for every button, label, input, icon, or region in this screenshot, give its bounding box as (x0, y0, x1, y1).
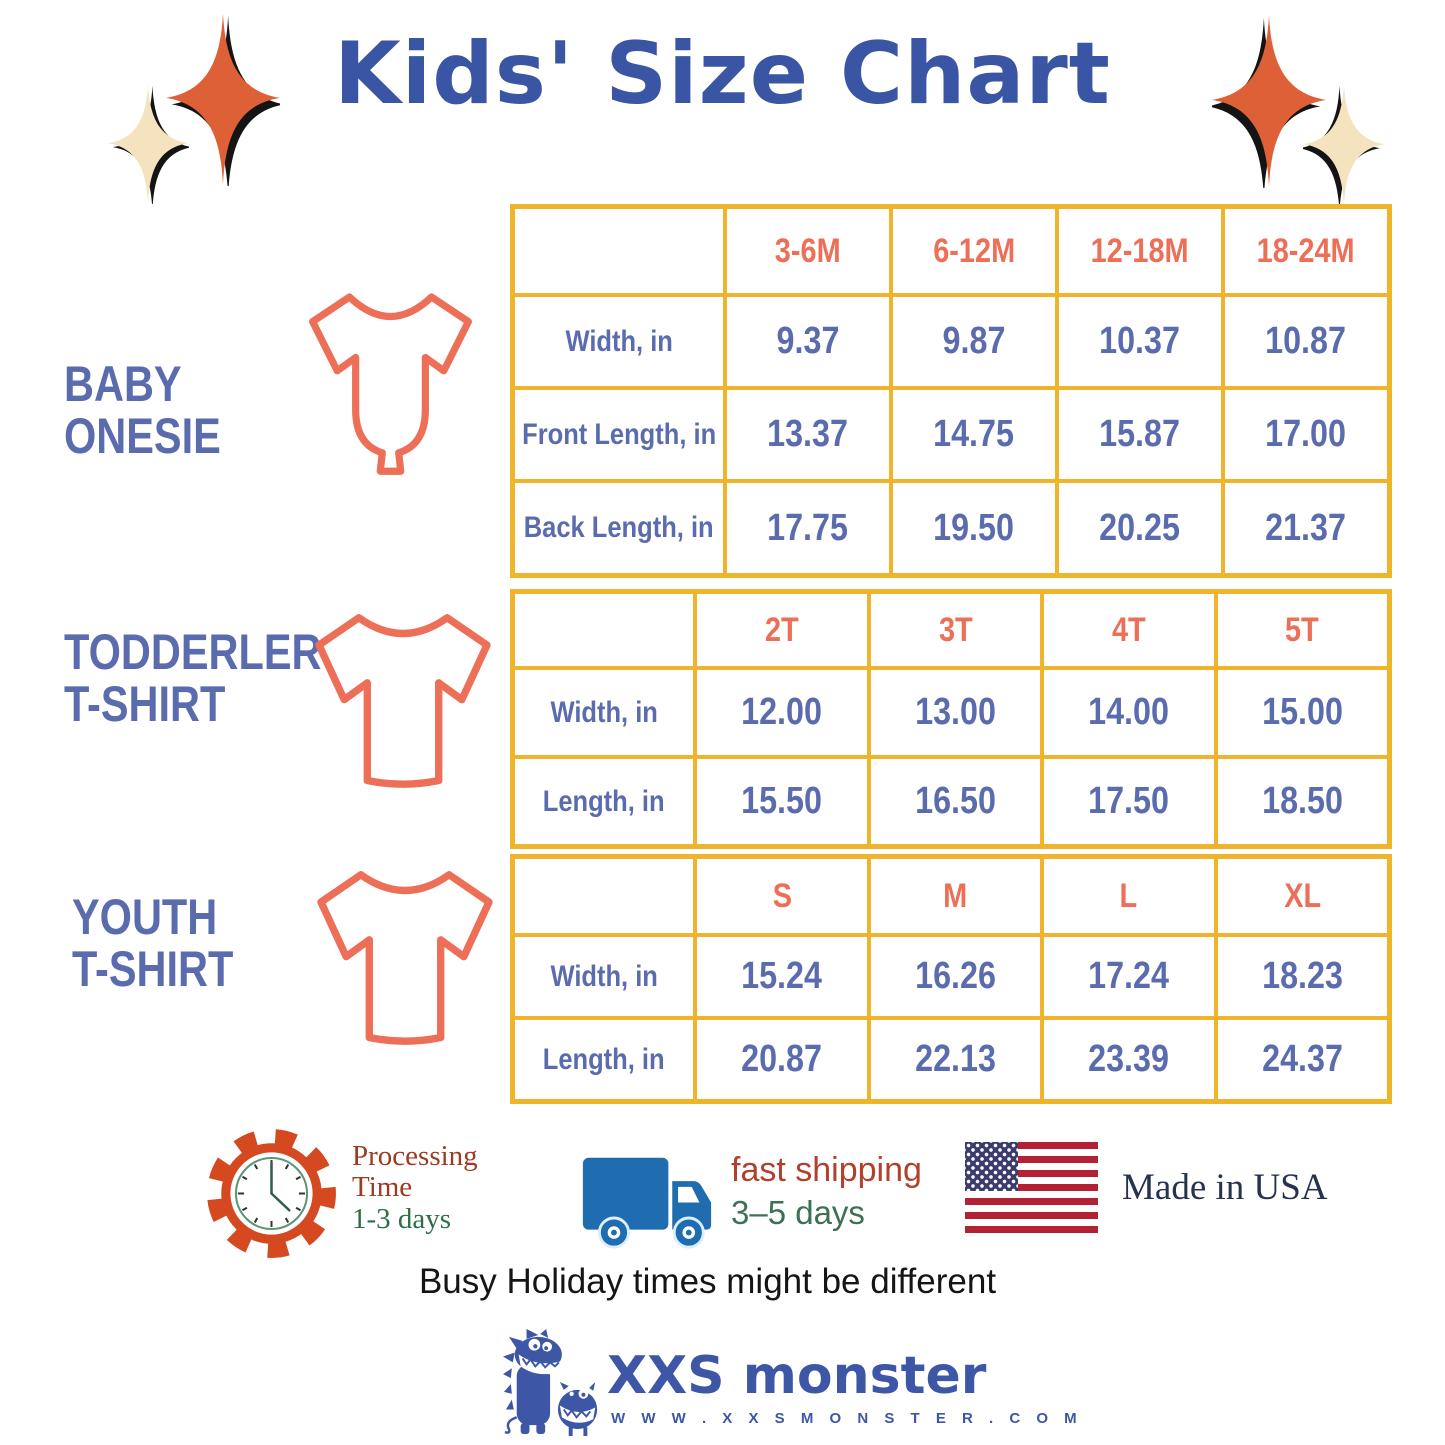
sparkle-star-icon (166, 13, 280, 186)
label-line: T-SHIRT (64, 676, 226, 732)
value-cell: 15.00 (1215, 668, 1389, 757)
value-cell: 10.37 (1056, 295, 1223, 388)
value-cell: 24.37 (1215, 1018, 1389, 1101)
value-cell: 20.25 (1056, 481, 1223, 575)
row-label-cell: Width, in (513, 935, 696, 1018)
value-cell: 15.24 (695, 935, 869, 1018)
section-label-baby-onesie: BABY ONESIE (64, 358, 221, 462)
row-label-cell: Width, in (513, 668, 696, 757)
value-cell: 17.50 (1042, 757, 1216, 846)
value-cell: 13.37 (724, 388, 891, 481)
size-header-cell: L (1042, 857, 1216, 935)
t-shirt-icon (317, 871, 493, 1045)
processing-gear-clock-icon (207, 1129, 336, 1258)
processing-days: 1-3 days (352, 1202, 452, 1235)
t-shirt-icon (315, 614, 491, 788)
shipping-truck-icon (582, 1157, 712, 1249)
value-cell: 9.37 (724, 295, 891, 388)
youth-tshirt-size-table: S M L XL Width, in 15.24 16.26 17.24 18.… (510, 854, 1392, 1104)
value-cell: 18.23 (1215, 935, 1389, 1018)
toddler-tshirt-size-table: 2T 3T 4T 5T Width, in 12.00 13.00 14.00 … (510, 589, 1392, 849)
baby-onesie-size-table: 3-6M 6-12M 12-18M 18-24M Width, in 9.37 … (510, 204, 1392, 578)
processing-time-text: Processing Time 1-3 days (352, 1140, 478, 1235)
row-label-cell: Length, in (513, 1018, 696, 1101)
table-corner-cell (513, 857, 696, 935)
value-cell: 21.37 (1222, 481, 1389, 575)
section-label-toddler-tshirt: TODDERLER T-SHIRT (64, 626, 321, 730)
value-cell: 10.87 (1222, 295, 1389, 388)
row-label-cell: Length, in (513, 757, 696, 846)
fast-shipping-text: fast shipping 3–5 days (731, 1148, 922, 1235)
label-line: ONESIE (64, 408, 221, 464)
value-cell: 17.24 (1042, 935, 1216, 1018)
table-corner-cell (513, 207, 725, 295)
value-cell: 17.75 (724, 481, 891, 575)
size-header-cell: 5T (1215, 592, 1389, 668)
shipping-line: fast shipping (731, 1151, 922, 1189)
holiday-note: Busy Holiday times might be different (418, 1262, 997, 1301)
value-cell: 23.39 (1042, 1018, 1216, 1101)
label-line: TODDERLER (64, 624, 322, 680)
value-cell: 20.87 (695, 1018, 869, 1101)
row-label-cell: Width, in (513, 295, 725, 388)
page-title: Kids' Size Chart (334, 24, 1111, 124)
usa-flag-icon (965, 1142, 1098, 1233)
brand-url: W W W . X X S M O N S T E R . C O M (611, 1410, 1083, 1427)
size-header-cell: 6-12M (890, 207, 1057, 295)
size-header-cell: 12-18M (1056, 207, 1223, 295)
sparkle-star-icon (108, 84, 189, 204)
row-label-cell: Front Length, in (513, 388, 725, 481)
value-cell: 14.00 (1042, 668, 1216, 757)
value-cell: 15.50 (695, 757, 869, 846)
size-header-cell: 2T (695, 592, 869, 668)
flag-canton (965, 1142, 1018, 1191)
size-header-cell: 3-6M (724, 207, 891, 295)
label-line: YOUTH (72, 889, 218, 945)
value-cell: 9.87 (890, 295, 1057, 388)
size-header-cell: M (868, 857, 1043, 935)
value-cell: 15.87 (1056, 388, 1223, 481)
row-label-cell: Back Length, in (513, 481, 725, 575)
shipping-days: 3–5 days (731, 1194, 865, 1232)
value-cell: 17.00 (1222, 388, 1389, 481)
value-cell: 18.50 (1215, 757, 1389, 846)
value-cell: 14.75 (890, 388, 1057, 481)
value-cell: 16.50 (868, 757, 1043, 846)
value-cell: 19.50 (890, 481, 1057, 575)
size-header-cell: 4T (1042, 592, 1216, 668)
value-cell: 16.26 (868, 935, 1043, 1018)
section-label-youth-tshirt: YOUTH T-SHIRT (72, 891, 233, 995)
value-cell: 12.00 (695, 668, 869, 757)
size-header-cell: 3T (868, 592, 1043, 668)
size-header-cell: 18-24M (1222, 207, 1389, 295)
size-header-cell: XL (1215, 857, 1389, 935)
table-corner-cell (513, 592, 696, 668)
baby-onesie-icon (309, 293, 472, 475)
brand-name: XXS monster (607, 1346, 987, 1406)
made-in-usa-text: Made in USA (1122, 1167, 1328, 1208)
processing-line: Time (352, 1171, 413, 1204)
label-line: T-SHIRT (72, 941, 234, 997)
monster-mascots-icon (503, 1329, 598, 1436)
sparkle-star-icon (1212, 15, 1326, 188)
value-cell: 13.00 (868, 668, 1043, 757)
label-line: BABY (64, 356, 182, 412)
processing-line: Processing (352, 1140, 478, 1172)
value-cell: 22.13 (868, 1018, 1043, 1101)
sparkle-star-icon (1303, 84, 1385, 206)
size-header-cell: S (695, 857, 869, 935)
